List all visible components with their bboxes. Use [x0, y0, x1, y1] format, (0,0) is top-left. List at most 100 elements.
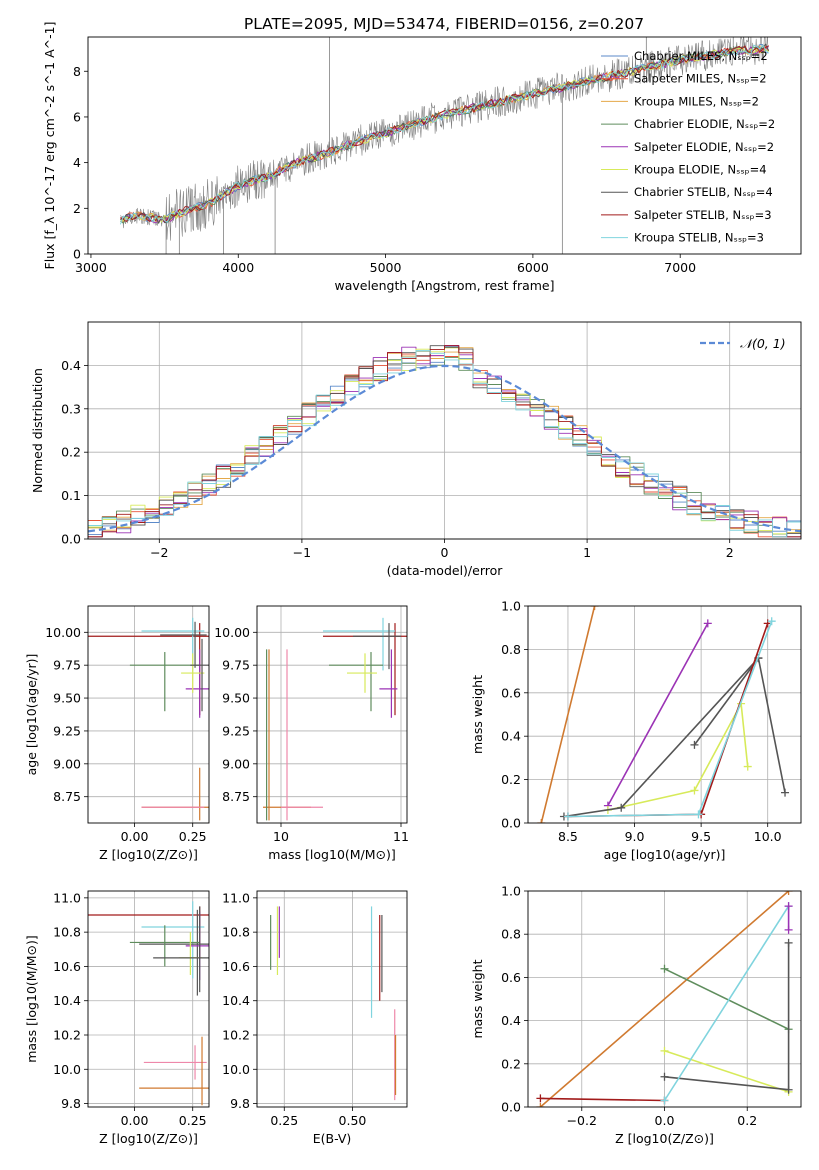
y-tick-label: 0.4 [501, 729, 521, 744]
axes-frame [87, 890, 210, 1108]
y-tick-label: 9.50 [53, 691, 81, 706]
residual-legend: 𝒩(0, 1) [700, 336, 786, 351]
plus-marker [660, 1072, 669, 1081]
y-tick-label: 0.0 [501, 1100, 521, 1115]
y-tick-label: 8.75 [53, 789, 81, 804]
x-tick-label: 2 [726, 545, 734, 560]
y-tick-label: 0.1 [61, 488, 81, 503]
x-tick-label: 6000 [517, 260, 549, 275]
y-tick-label: 1.0 [501, 599, 521, 614]
plot-area-age_vs_mass [263, 617, 407, 821]
weight-line-salpeter_stelib [540, 1097, 665, 1102]
model-spectrum-kroupa_stelib [119, 44, 769, 225]
y-tick-label: 8.75 [222, 789, 250, 804]
plus-marker [784, 925, 793, 934]
y-tick-label: 8 [73, 64, 81, 79]
error-bar [129, 925, 200, 967]
y-axis-label: age [log10(age/yr)] [24, 654, 39, 776]
plot-area-weight_vs_age [537, 606, 790, 823]
x-tick-label: 0.25 [179, 1113, 207, 1128]
error-bar [190, 638, 209, 712]
y-tick-label: 0.2 [501, 1056, 521, 1071]
legend-label: Salpeter ELODIE, Nₛₛₚ=2 [634, 140, 774, 154]
weight-line-salpeter_stelib [567, 623, 769, 818]
plot-area-weight_vs_Z [536, 891, 793, 1107]
y-tick-label: 10.8 [222, 925, 250, 940]
residual-histogram-kroupa_stelib [88, 350, 801, 538]
y-tick-label: 0.3 [61, 401, 81, 416]
y-tick-label: 0.4 [61, 358, 81, 373]
model-spectrum-kroupa_elodie [120, 47, 769, 223]
x-axis-label: wavelength [Angstrom, rest frame] [334, 278, 554, 293]
plus-marker [660, 1096, 669, 1105]
x-tick-label: 11 [393, 829, 409, 844]
error-bar [379, 649, 398, 718]
x-tick-label: 0.0 [655, 1113, 675, 1128]
x-axis-label: (data-model)/error [387, 563, 504, 578]
axes-frame [527, 605, 802, 824]
y-tick-label: 10.00 [214, 625, 250, 640]
legend-label: Salpeter STELIB, Nₛₛₚ=3 [634, 208, 772, 222]
frame-age_vs_mass: 10 11 8.75 9.00 9.25 9.50 9.75 10.00 mass [log10… [214, 605, 409, 862]
plus-marker [694, 810, 703, 819]
plus-marker [784, 891, 793, 895]
plus-marker [743, 762, 752, 771]
legend-label: Kroupa STELIB, Nₛₛₚ=3 [634, 231, 764, 245]
plus-marker [536, 1103, 545, 1107]
error-bar [185, 649, 209, 718]
frame-spectrum: 3000 4000 5000 6000 7000 0 2 4 6 8 wavelength [Ang… [42, 22, 802, 293]
y-tick-label: 10.4 [53, 993, 81, 1008]
x-tick-label: 0.00 [121, 829, 149, 844]
y-tick-label: 0.2 [61, 445, 81, 460]
y-tick-label: 9.8 [61, 1096, 81, 1111]
error-bar [141, 901, 205, 979]
y-tick-label: 9.25 [53, 723, 81, 738]
axes-frame [87, 605, 210, 824]
y-tick-label: 0.0 [61, 532, 81, 547]
error-bar [139, 1036, 209, 1106]
legend-label: 𝒩(0, 1) [740, 336, 786, 351]
y-tick-label: 9.8 [230, 1096, 250, 1111]
axes-frame [87, 36, 802, 255]
x-tick-label: 0.2 [737, 1113, 757, 1128]
plot-area-mass_vs_EBV [270, 906, 397, 1101]
y-axis-label: mass weight [470, 675, 485, 754]
legend-label: Kroupa MILES, Nₛₛₚ=2 [634, 94, 759, 108]
spectrum-legend: Chabrier MILES, Nₛₛₚ=2 Salpeter MILES, Nₛ… [601, 49, 775, 245]
y-tick-label: 10.2 [53, 1028, 81, 1043]
x-tick-label: 9.5 [691, 829, 711, 844]
y-tick-label: 10.8 [53, 925, 81, 940]
y-tick-label: 9.75 [53, 658, 81, 673]
y-tick-label: 2 [73, 201, 81, 216]
x-tick-label: 7000 [664, 260, 696, 275]
error-bar [178, 932, 203, 975]
plus-marker [660, 1046, 669, 1055]
frame-age_vs_Z: 0.00 0.25 8.75 9.00 9.25 9.50 9.75 10.00 Z [log1… [24, 605, 210, 862]
axes-frame [256, 890, 408, 1108]
y-tick-label: 10.2 [222, 1028, 250, 1043]
error-bar [281, 649, 323, 821]
y-tick-label: 10.4 [222, 993, 250, 1008]
weight-line-salpeter_elodie [607, 623, 709, 806]
y-tick-label: 0.8 [501, 927, 521, 942]
plots-layer: 3000 4000 5000 6000 7000 0 2 4 6 8 wavelength [Ang… [24, 22, 802, 1146]
error-bar [353, 623, 401, 670]
x-axis-label: mass [log10(M/M⊙)] [268, 847, 396, 862]
y-axis-label: mass [log10(M/M⊙)] [24, 935, 39, 1063]
y-tick-label: 10.0 [53, 1062, 81, 1077]
y-tick-label: 0.6 [501, 685, 521, 700]
error-bar [141, 767, 209, 821]
y-tick-label: 6 [73, 109, 81, 124]
plus-marker [781, 788, 790, 797]
legend-label: Chabrier MILES, Nₛₛₚ=2 [634, 49, 768, 63]
legend-label: Chabrier ELODIE, Nₛₛₚ=2 [634, 117, 775, 131]
y-tick-label: 11.0 [53, 890, 81, 905]
y-tick-label: 0.4 [501, 1013, 521, 1028]
axes-spectrum: 3000 4000 5000 6000 7000 0 2 4 6 8 wavelength [Ang… [42, 22, 802, 293]
plus-marker [590, 606, 599, 610]
weight-line-kroupa_elodie [607, 702, 749, 811]
weight-line-chabrier_stelib [664, 942, 790, 1091]
y-axis-label: Normed distribution [30, 368, 45, 493]
axes-age_vs_mass: 10 11 8.75 9.00 9.25 9.50 9.75 10.00 mass [log10… [214, 605, 409, 862]
